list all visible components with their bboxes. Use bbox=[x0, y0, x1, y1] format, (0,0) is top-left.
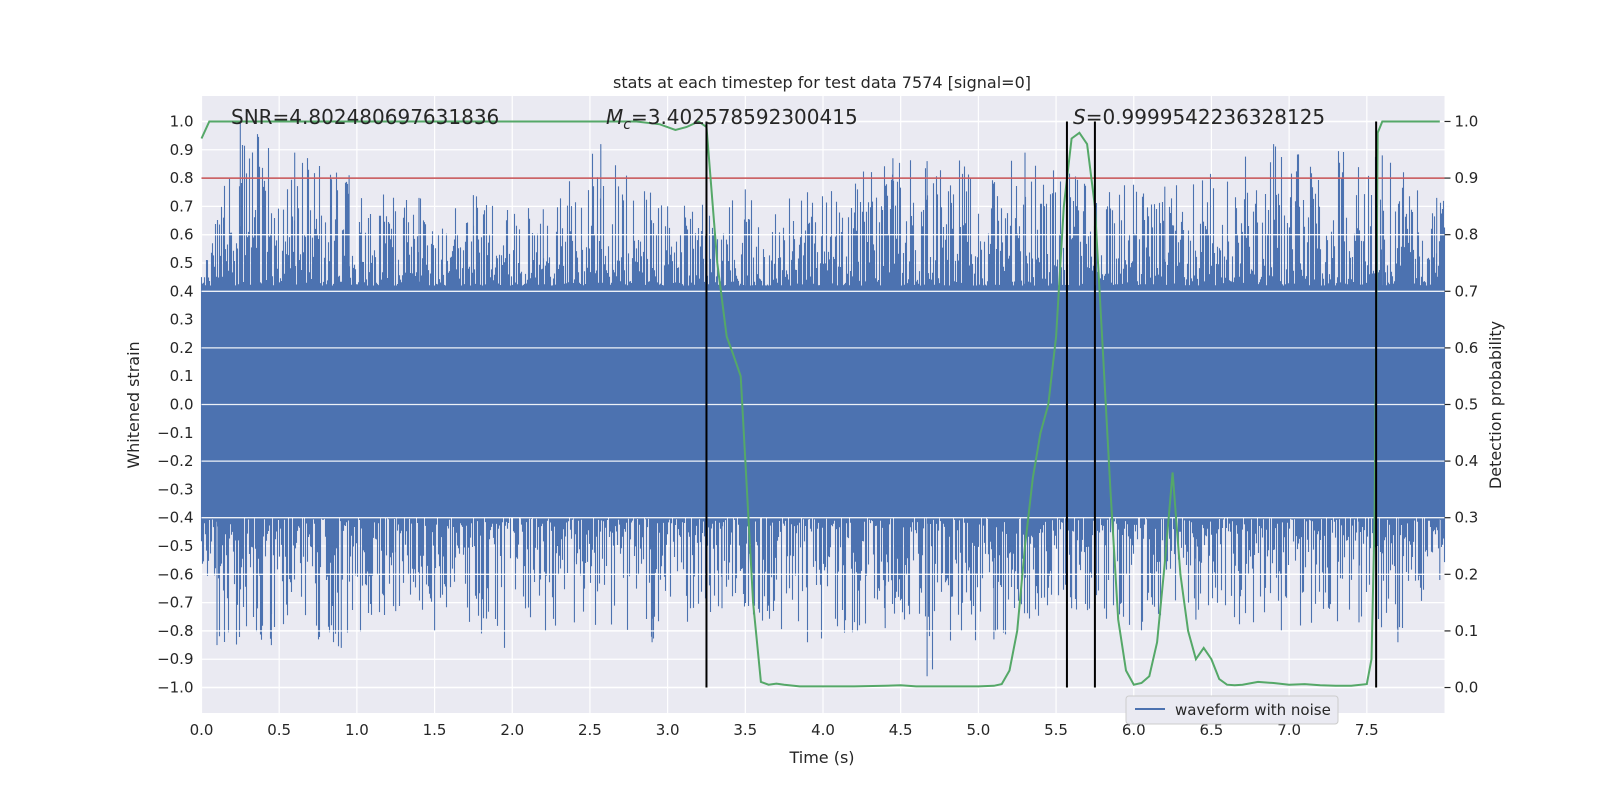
y-tick-label: 0.4 bbox=[170, 282, 194, 300]
legend: waveform with noise bbox=[1125, 695, 1339, 725]
x-tick-label: 7.0 bbox=[1277, 721, 1301, 739]
y-tick-label: −0.8 bbox=[157, 622, 193, 640]
right-y-tick-label: 0.5 bbox=[1455, 396, 1479, 414]
score-annotation: S=0.9999542236328125 bbox=[1073, 105, 1325, 129]
y-tick-label: −0.1 bbox=[157, 424, 193, 442]
probability-series bbox=[200, 120, 1445, 688]
right-y-tick-label: 0.0 bbox=[1455, 679, 1479, 697]
legend-box bbox=[1125, 695, 1339, 725]
y-tick-label: 0.2 bbox=[170, 339, 194, 357]
x-axis-label: Time (s) bbox=[788, 748, 854, 767]
x-tick-label: 3.0 bbox=[656, 721, 680, 739]
waveform-trace bbox=[200, 121, 1446, 677]
y-tick-label: 0.7 bbox=[170, 197, 194, 215]
chart-title: stats at each timestep for test data 757… bbox=[613, 73, 1031, 92]
x-tick-label: 2.0 bbox=[500, 721, 524, 739]
y-tick-label: 0.1 bbox=[170, 367, 194, 385]
y-tick-label: 0.9 bbox=[170, 141, 194, 159]
y-tick-label: 0.6 bbox=[170, 226, 194, 244]
x-tick-label: 5.5 bbox=[1044, 721, 1068, 739]
right-y-tick-label: 0.4 bbox=[1455, 452, 1479, 470]
x-tick-label: 0.0 bbox=[190, 721, 214, 739]
right-y-tick-label: 0.9 bbox=[1455, 169, 1479, 187]
x-tick-label: 2.5 bbox=[578, 721, 602, 739]
right-y-tick-label: 0.6 bbox=[1455, 339, 1479, 357]
x-tick-label: 3.5 bbox=[733, 721, 757, 739]
right-y-tick-label: 0.7 bbox=[1455, 282, 1479, 300]
chirp-mass-value: =3.402578592300415 bbox=[631, 105, 858, 129]
right-y-tick-label: 0.3 bbox=[1455, 509, 1479, 527]
x-tick-label: 4.5 bbox=[889, 721, 913, 739]
y-tick-label: −0.4 bbox=[157, 509, 193, 527]
y-tick-label: 0.5 bbox=[170, 254, 194, 272]
right-y-tick-label: 0.1 bbox=[1455, 622, 1479, 640]
snr-annotation: SNR=4.802480697631836 bbox=[231, 105, 499, 129]
y-axis-ticks: 1.0 0.9 0.8 0.7 0.6 0.5 0.4 0.3 0.2 0.1 0.0 −0.1 −0.… bbox=[157, 112, 193, 696]
score-symbol: S bbox=[1073, 105, 1086, 129]
waveform-series bbox=[200, 120, 1446, 689]
legend-label: waveform with noise bbox=[1175, 701, 1331, 719]
x-tick-label: 6.0 bbox=[1122, 721, 1146, 739]
right-y-tick-label: 0.2 bbox=[1455, 565, 1479, 583]
right-y-tick-label: 1.0 bbox=[1455, 112, 1479, 130]
y-tick-label: −0.2 bbox=[157, 452, 193, 470]
x-tick-label: 1.5 bbox=[423, 721, 447, 739]
chirp-mass-subscript: c bbox=[623, 117, 631, 133]
y-tick-label: −0.9 bbox=[157, 650, 193, 668]
y-tick-label: −0.6 bbox=[157, 565, 193, 583]
y-tick-label: 0.8 bbox=[170, 169, 194, 187]
right-y-axis-label: Detection probability bbox=[1486, 321, 1505, 489]
y-tick-label: −0.3 bbox=[157, 480, 193, 498]
x-tick-label: 6.5 bbox=[1200, 721, 1224, 739]
x-tick-label: 0.5 bbox=[267, 721, 291, 739]
y-tick-label: −1.0 bbox=[157, 679, 193, 697]
x-tick-label: 4.0 bbox=[811, 721, 835, 739]
right-y-tick-label: 0.8 bbox=[1455, 226, 1479, 244]
x-tick-label: 7.5 bbox=[1355, 721, 1379, 739]
chirp-mass-annotation: Mc=3.402578592300415 bbox=[606, 105, 858, 133]
x-tick-label: 1.0 bbox=[345, 721, 369, 739]
x-tick-label: 5.0 bbox=[966, 721, 990, 739]
vertical-markers bbox=[705, 121, 1378, 688]
score-value: =0.9999542236328125 bbox=[1086, 105, 1325, 129]
right-y-axis-ticks: 1.0 0.9 0.8 0.7 0.6 0.5 0.4 0.3 0.2 0.1 0.0 bbox=[1444, 112, 1479, 697]
y-tick-label: 0.0 bbox=[170, 396, 194, 414]
probability-line bbox=[200, 120, 1440, 688]
y-axis-label: Whitened strain bbox=[124, 341, 143, 468]
y-tick-label: 1.0 bbox=[170, 112, 194, 130]
y-tick-label: −0.5 bbox=[157, 537, 193, 555]
y-tick-label: 0.3 bbox=[170, 311, 194, 329]
y-tick-label: −0.7 bbox=[157, 594, 193, 612]
x-axis-ticks: 0.0 0.5 1.0 1.5 2.0 2.5 3.0 3.5 4.0 4.5 5.0 5.5 6.0 6… bbox=[190, 721, 1379, 739]
chirp-mass-symbol: M bbox=[606, 105, 623, 129]
